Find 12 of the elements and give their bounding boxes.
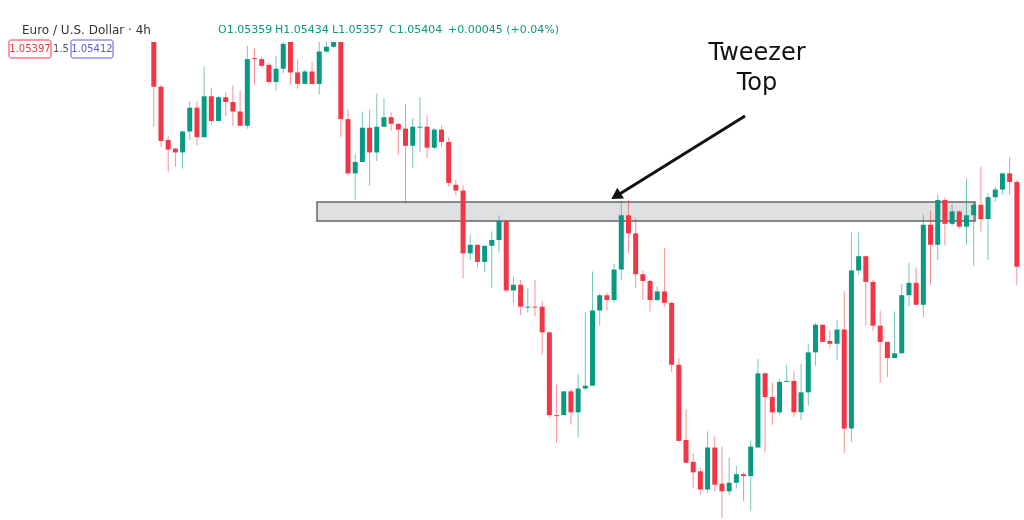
annotation: Tweezer Top xyxy=(707,38,806,96)
candlestick xyxy=(453,179,459,196)
text: +0.00045 (+0.04%) xyxy=(448,23,559,36)
text: 1.05412 xyxy=(71,43,113,54)
text: O1.05359 xyxy=(218,23,273,36)
text: 1.05397 xyxy=(9,43,51,54)
text: H1.05434 xyxy=(275,23,329,36)
text: C1.05404 xyxy=(389,23,443,36)
text: Euro / U.S. Dollar · 4h xyxy=(22,23,151,37)
text: 1.5 xyxy=(53,43,69,54)
text: L1.05357 xyxy=(332,23,384,36)
candlestick xyxy=(784,364,790,383)
